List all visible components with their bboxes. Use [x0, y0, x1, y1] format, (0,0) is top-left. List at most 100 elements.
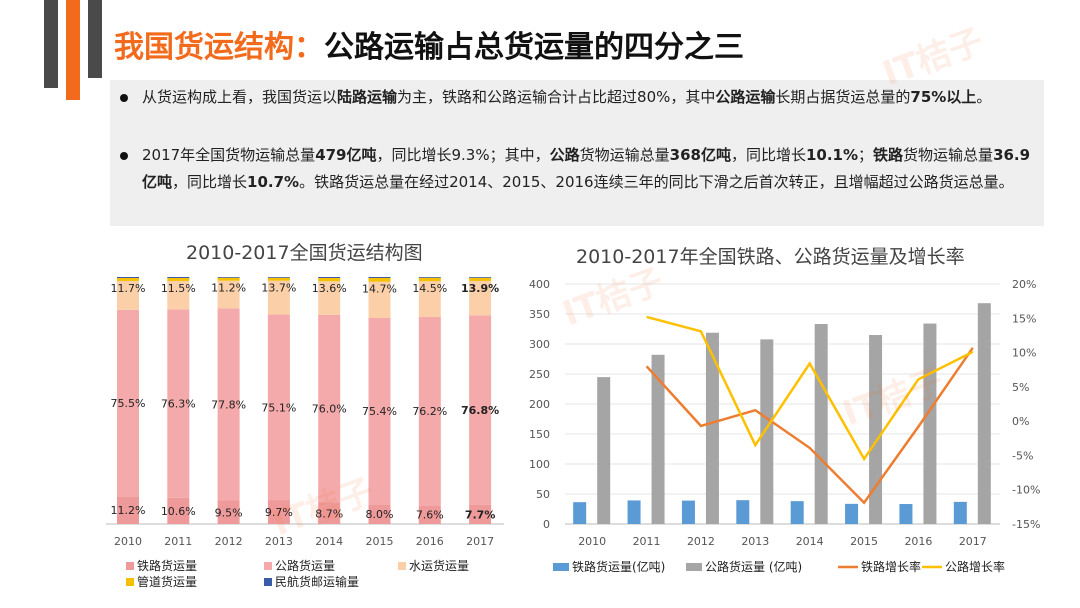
stack-segment-2: [318, 281, 341, 315]
legend-label: 民航货邮运输量: [275, 574, 359, 589]
x-tick-label: 2014: [796, 535, 824, 548]
x-tick-label: 2015: [850, 535, 878, 548]
right-y-tick: -5%: [1012, 449, 1033, 462]
note-segment: ，同比增长: [730, 146, 806, 164]
stack-segment-1: [469, 315, 492, 505]
stack-segment-4: [117, 277, 139, 278]
legend-label: 管道货运量: [137, 574, 197, 589]
data-label: 8.0%: [366, 508, 394, 521]
stack-segment-4: [368, 277, 391, 278]
data-label: 11.2%: [111, 504, 146, 517]
summary-bullet-1: 从货运构成上看，我国货运以陆路运输为主，铁路和公路运输合计占比超过80%，其中公…: [120, 84, 1032, 111]
stack-segment-1: [117, 309, 139, 497]
data-label: 13.6%: [312, 282, 347, 295]
left-y-tick: 200: [529, 398, 550, 411]
highway-bar: [977, 303, 991, 524]
railway-bar: [953, 501, 967, 524]
note-segment: 为主，铁路和公路运输合计占比超过80%，其中: [397, 88, 716, 106]
highway-growth-line: [646, 315, 974, 462]
x-tick-label: 2012: [215, 535, 243, 548]
right-y-tick: -10%: [1012, 484, 1040, 497]
highway-bar: [651, 354, 665, 524]
note-segment: 陆路运输: [337, 88, 398, 106]
right-chart-title: 2010-2017年全国铁路、公路货运量及增长率: [576, 246, 965, 268]
railway-bar: [627, 500, 641, 524]
data-label: 75.1%: [261, 401, 296, 414]
legend-swatch: [264, 578, 272, 586]
note-segment: 36.9亿吨: [142, 146, 1031, 191]
title-main: 公路运输占总货运量的四分之三: [324, 30, 744, 65]
data-label: 9.5%: [215, 506, 243, 519]
note-segment: 。铁路货运总量在经过2014、2015、2016连续三年的同比下滑之后首次转正，…: [299, 173, 1014, 191]
legend-swatch: [126, 578, 134, 586]
x-tick-label: 2017: [959, 535, 987, 548]
data-label: 7.7%: [465, 508, 496, 521]
bullet-dot: [120, 152, 128, 160]
x-tick-label: 2015: [366, 535, 394, 548]
left-y-tick: 0: [543, 518, 550, 531]
right-y-tick: 15%: [1012, 312, 1036, 325]
header-decoration-bar-accent: [66, 0, 80, 100]
header-decoration-bar: [44, 0, 58, 88]
legend-label: 铁路增长率: [861, 559, 921, 574]
left-y-tick: 300: [529, 338, 550, 351]
stack-segment-3: [117, 277, 139, 281]
stack-segment-0: [217, 500, 240, 524]
note-segment: ，同比增长9.3%；其中，: [376, 146, 550, 164]
legend-label: 铁路货运量(亿吨): [572, 559, 665, 574]
stack-segment-2: [418, 281, 441, 318]
data-label: 14.7%: [362, 283, 397, 296]
highway-bar: [923, 323, 937, 524]
data-label: 77.8%: [211, 398, 246, 411]
right-y-tick: 20%: [1012, 278, 1036, 291]
stack-segment-3: [217, 277, 240, 281]
legend-label: 公路增长率: [945, 559, 1005, 574]
x-tick-label: 2014: [315, 535, 343, 548]
stack-segment-3: [318, 277, 341, 282]
data-label: 7.6%: [416, 509, 444, 522]
left-y-tick: 150: [529, 428, 550, 441]
legend-label: 铁路货运量: [137, 558, 197, 573]
stack-segment-3: [368, 277, 391, 282]
note-segment: 368亿吨: [669, 146, 731, 164]
x-tick-label: 2016: [904, 535, 932, 548]
page-title: 我国货运结构：公路运输占总货运量的四分之三: [114, 22, 744, 66]
railway-bar: [681, 500, 695, 524]
railway-bar: [573, 502, 587, 524]
title-highlight: 我国货运结构：: [114, 30, 324, 65]
railway-bar: [790, 501, 804, 524]
stack-segment-2: [217, 280, 240, 309]
left-chart-title: 2010-2017全国货运结构图: [186, 242, 423, 264]
highway-bar: [705, 332, 719, 524]
data-label: 75.5%: [111, 397, 146, 410]
data-label: 76.8%: [461, 404, 499, 417]
note-segment: 10.7%: [247, 173, 300, 191]
stack-segment-1: [267, 314, 290, 501]
stack-segment-1: [318, 314, 341, 503]
note-segment: 公路运输: [715, 88, 776, 106]
data-label: 10.6%: [161, 505, 196, 518]
legend-swatch: [553, 563, 569, 571]
left-y-tick: 400: [529, 278, 550, 291]
data-label: 13.9%: [461, 282, 499, 295]
stack-segment-1: [418, 317, 441, 506]
right-y-tick: 10%: [1012, 347, 1036, 360]
stack-segment-1: [167, 309, 190, 498]
data-label: 8.7%: [315, 507, 343, 520]
stack-segment-4: [217, 277, 240, 278]
right-y-tick: 0%: [1012, 415, 1029, 428]
left-y-tick: 50: [536, 488, 550, 501]
stack-segment-3: [167, 277, 190, 281]
stack-segment-0: [418, 505, 441, 524]
note-segment: 货物运输总量: [579, 146, 670, 164]
railway-bar: [736, 500, 750, 524]
note-segment: ；: [858, 146, 874, 164]
legend-swatch: [398, 562, 406, 570]
right-y-tick: 5%: [1012, 381, 1029, 394]
data-label: 11.7%: [111, 282, 146, 295]
x-tick-label: 2011: [164, 535, 192, 548]
legend-swatch: [686, 563, 702, 571]
railway-growth-line: [645, 347, 974, 505]
stack-segment-3: [418, 277, 441, 282]
highway-bar: [869, 335, 883, 524]
